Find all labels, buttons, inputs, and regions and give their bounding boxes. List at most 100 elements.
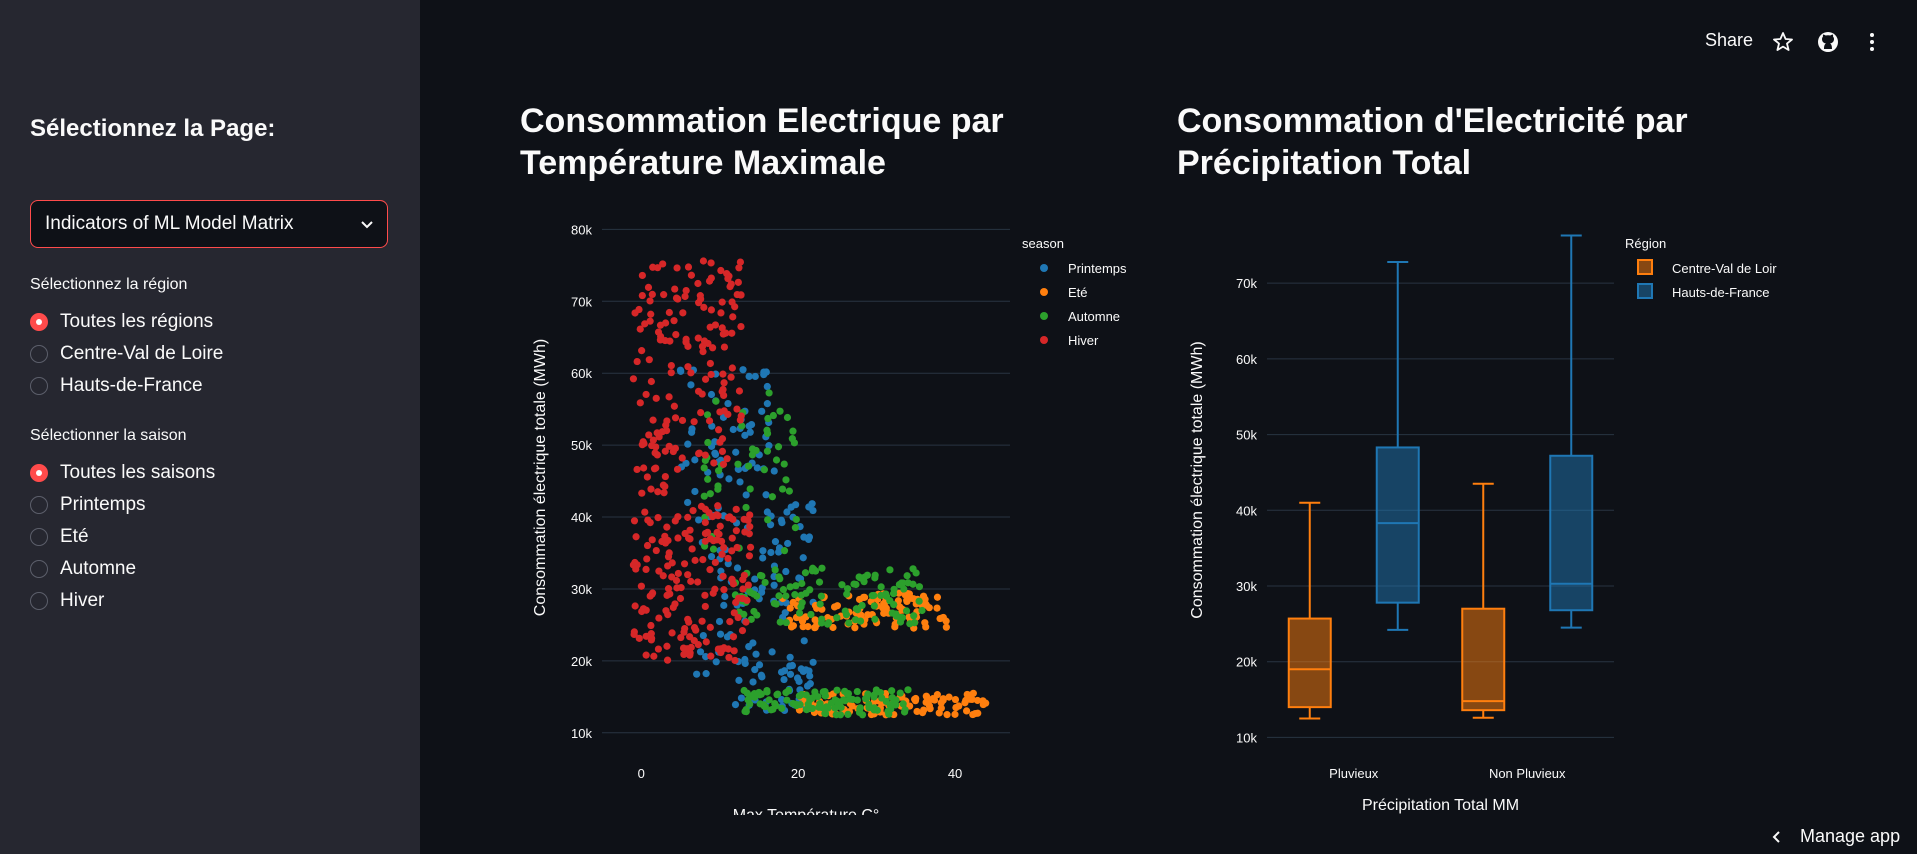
data-point	[642, 565, 650, 574]
radio-icon[interactable]	[30, 560, 48, 578]
data-point	[776, 407, 784, 415]
data-point	[714, 502, 722, 510]
page-select[interactable]: Indicators of ML Model Matrix	[30, 200, 388, 248]
radio-season-hiver[interactable]: Hiver	[30, 590, 104, 612]
data-point	[786, 653, 794, 661]
data-point	[871, 571, 879, 579]
data-point	[724, 645, 732, 653]
github-icon[interactable]	[1816, 30, 1840, 54]
data-point	[723, 455, 731, 463]
radio-season-all[interactable]: Toutes les saisons	[30, 462, 215, 484]
data-point	[719, 572, 727, 580]
data-point	[653, 451, 661, 459]
manage-app-label: Manage app	[1800, 826, 1901, 846]
data-point	[888, 687, 896, 695]
data-point	[853, 687, 861, 696]
data-point	[712, 658, 720, 666]
data-point	[695, 449, 703, 457]
radio-selected-icon[interactable]	[30, 313, 48, 331]
data-point	[643, 473, 651, 481]
data-point	[707, 306, 716, 314]
data-point	[740, 571, 748, 579]
manage-app-button[interactable]: Manage app	[1770, 826, 1900, 847]
star-icon[interactable]	[1771, 30, 1795, 54]
x-tick-label: 20	[791, 766, 805, 781]
data-point	[788, 661, 797, 670]
data-point	[746, 543, 755, 551]
data-point	[758, 588, 766, 596]
data-point	[672, 330, 680, 339]
data-point	[843, 590, 851, 598]
data-point	[763, 447, 772, 455]
radio-season-automne[interactable]: Automne	[30, 558, 136, 580]
data-point	[645, 431, 653, 439]
data-point	[631, 602, 639, 610]
radio-icon[interactable]	[30, 496, 48, 514]
data-point	[786, 604, 794, 612]
data-point	[650, 652, 658, 660]
data-point	[706, 359, 714, 368]
data-point	[732, 448, 740, 456]
data-point	[962, 707, 971, 715]
radio-icon[interactable]	[30, 345, 48, 363]
data-point	[642, 390, 650, 399]
data-point	[951, 710, 959, 718]
data-point	[711, 449, 719, 457]
data-point	[647, 621, 655, 630]
y-tick-label: 50k	[571, 438, 592, 453]
data-point	[632, 565, 640, 573]
radio-region-hauts[interactable]: Hauts-de-France	[30, 375, 203, 397]
data-point	[836, 711, 845, 719]
data-point	[757, 671, 765, 679]
data-point	[852, 605, 860, 613]
data-point	[718, 550, 726, 558]
data-point	[764, 516, 772, 524]
data-point	[702, 638, 710, 646]
data-point	[732, 598, 740, 607]
data-point	[701, 529, 710, 538]
radio-icon[interactable]	[30, 592, 48, 610]
share-button[interactable]: Share	[1705, 30, 1754, 50]
data-point	[674, 534, 682, 542]
radio-selected-icon[interactable]	[30, 464, 48, 482]
data-point	[737, 322, 745, 331]
data-point	[736, 416, 744, 424]
data-point	[795, 692, 803, 700]
data-point	[799, 554, 807, 562]
radio-season-ete[interactable]: Eté	[30, 526, 89, 548]
data-point	[782, 567, 790, 576]
data-point	[758, 572, 766, 580]
radio-icon[interactable]	[30, 377, 48, 395]
data-point	[785, 487, 793, 495]
data-point	[782, 592, 790, 600]
data-point	[858, 711, 867, 719]
data-point	[703, 411, 712, 419]
radio-season-printemps[interactable]: Printemps	[30, 494, 146, 516]
more-vert-icon[interactable]	[1860, 30, 1884, 54]
data-point	[646, 317, 654, 325]
data-point	[687, 577, 695, 585]
data-point	[781, 609, 789, 617]
data-point	[701, 518, 709, 527]
data-point	[919, 592, 928, 600]
data-point	[943, 711, 951, 719]
radio-region-centre[interactable]: Centre-Val de Loire	[30, 343, 223, 365]
data-point	[900, 708, 909, 716]
data-point	[765, 696, 773, 704]
data-point	[655, 614, 663, 622]
data-point	[665, 393, 673, 401]
data-point	[669, 603, 677, 612]
data-point	[783, 696, 791, 704]
data-point	[770, 581, 778, 589]
data-point	[647, 377, 655, 386]
data-point	[744, 462, 753, 470]
radio-region-all[interactable]: Toutes les régions	[30, 311, 213, 333]
data-point	[740, 610, 748, 618]
data-point	[636, 399, 644, 407]
radio-icon[interactable]	[30, 528, 48, 546]
data-point	[926, 705, 934, 713]
data-point	[807, 610, 815, 619]
y-tick-label: 20k	[571, 654, 592, 669]
y-tick-label: 10k	[1236, 730, 1257, 745]
legend-label: Printemps	[1068, 261, 1127, 276]
